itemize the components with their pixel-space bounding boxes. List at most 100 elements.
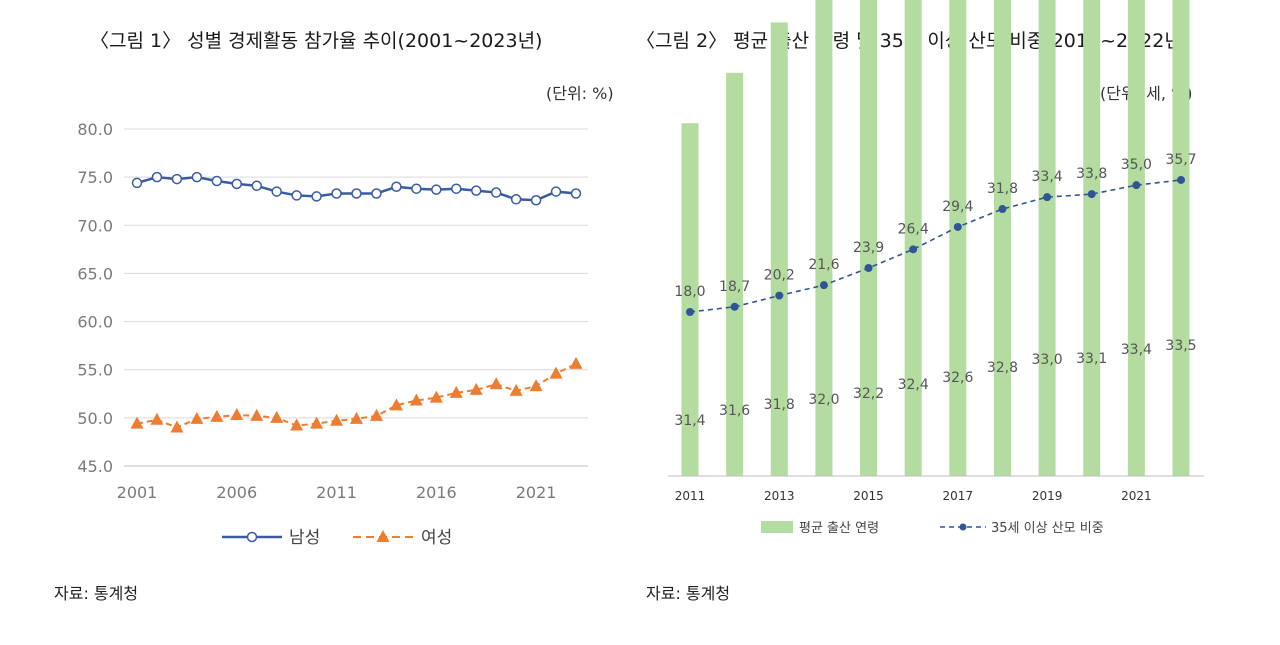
share-label: 29,4 bbox=[942, 199, 973, 215]
male-point bbox=[550, 186, 562, 197]
x-tick-label: 2019 bbox=[1032, 489, 1063, 503]
female-point bbox=[549, 366, 563, 379]
right-legend: 평균 출산 연령 35세 이상 산모 비중 bbox=[761, 521, 1104, 536]
male-point bbox=[451, 183, 462, 194]
male-point bbox=[490, 187, 502, 198]
female-point bbox=[250, 408, 264, 421]
y-tick-label: 55.0 bbox=[77, 361, 113, 380]
age-bar-label: 32,2 bbox=[853, 386, 884, 402]
age-bar-label: 32,6 bbox=[942, 370, 973, 386]
male-point bbox=[171, 173, 183, 185]
legend-line-marker bbox=[959, 523, 967, 531]
age-bar-label: 31,6 bbox=[719, 403, 750, 419]
right-chart-unit: (단위: 세, %) bbox=[1100, 84, 1193, 103]
male-point bbox=[570, 188, 582, 199]
female-point bbox=[449, 385, 463, 398]
male-point bbox=[530, 195, 542, 206]
female-point bbox=[369, 408, 383, 421]
female-point bbox=[350, 411, 363, 424]
male-point bbox=[151, 171, 163, 183]
share-point bbox=[1177, 175, 1185, 184]
age-bar bbox=[770, 22, 788, 477]
y-tick-label: 75.0 bbox=[77, 168, 113, 187]
female-point bbox=[170, 420, 184, 433]
legend-bar-label: 평균 출산 연령 bbox=[799, 521, 879, 536]
y-tick-label: 65.0 bbox=[77, 264, 113, 283]
share-point bbox=[819, 281, 828, 290]
male-point bbox=[351, 188, 362, 199]
share-point bbox=[998, 205, 1007, 214]
share-label: 20,2 bbox=[764, 268, 795, 284]
share-series-line bbox=[689, 179, 1182, 313]
age-bar-label: 32,0 bbox=[808, 392, 839, 408]
age-bar-label: 31,8 bbox=[764, 397, 795, 413]
age-bar-label: 33,0 bbox=[1032, 352, 1063, 368]
female-point bbox=[469, 382, 483, 395]
female-point bbox=[290, 418, 304, 431]
age-bar bbox=[1127, 0, 1145, 476]
age-bar bbox=[993, 0, 1011, 476]
share-label: 35,7 bbox=[1165, 152, 1196, 168]
female-point bbox=[509, 383, 523, 396]
left-chart-title: 〈그림 1〉 성별 경제활동 참가율 추이(2001~2023년) bbox=[90, 30, 543, 52]
age-bar-label: 32,8 bbox=[987, 360, 1018, 376]
male-point bbox=[411, 183, 422, 194]
female-point bbox=[150, 412, 164, 425]
share-label: 31,8 bbox=[987, 181, 1018, 197]
female-point bbox=[569, 356, 583, 369]
share-point bbox=[909, 245, 918, 254]
x-tick-label: 2006 bbox=[216, 483, 257, 502]
share-label: 23,9 bbox=[853, 240, 884, 256]
male-point bbox=[251, 180, 262, 192]
male-point bbox=[431, 184, 442, 195]
x-tick-label: 2011 bbox=[675, 489, 706, 503]
age-bar bbox=[904, 0, 922, 476]
age-bar-label: 32,4 bbox=[898, 377, 929, 393]
right-chart-source: 자료: 통계청 bbox=[646, 584, 731, 603]
age-bar-label: 33,5 bbox=[1165, 338, 1196, 354]
x-tick-label: 2017 bbox=[943, 489, 974, 503]
share-label: 33,4 bbox=[1032, 169, 1063, 185]
share-point bbox=[1087, 190, 1096, 199]
female-point bbox=[330, 413, 344, 426]
y-tick-label: 70.0 bbox=[77, 216, 113, 235]
x-tick-label: 2011 bbox=[316, 483, 357, 502]
female-point bbox=[270, 410, 284, 423]
share-label: 35,0 bbox=[1121, 157, 1152, 173]
left-chart-source: 자료: 통계청 bbox=[54, 584, 139, 603]
male-point bbox=[211, 175, 223, 187]
age-bar bbox=[1172, 0, 1190, 476]
participation-rate-chart: 45.0 50.0 55.0 60.0 65.0 70.0 75.0 80.0 2001 2006… bbox=[77, 120, 588, 548]
x-tick-label: 2021 bbox=[516, 483, 557, 502]
share-label: 18,7 bbox=[719, 279, 750, 295]
x-tick-label: 2016 bbox=[416, 483, 457, 502]
share-point bbox=[1132, 181, 1141, 190]
legend-bar-swatch bbox=[761, 521, 793, 533]
male-point bbox=[231, 178, 243, 190]
legend-male-marker bbox=[246, 531, 258, 543]
legend-female-label: 여성 bbox=[421, 528, 452, 548]
female-point bbox=[389, 398, 403, 411]
legend-female-marker bbox=[376, 530, 390, 542]
left-legend: 남성 여성 bbox=[222, 528, 452, 548]
female-point bbox=[190, 411, 204, 424]
male-point bbox=[510, 194, 522, 205]
x-tick-label: 2015 bbox=[853, 489, 884, 503]
legend-male-label: 남성 bbox=[289, 528, 320, 548]
share-label: 26,4 bbox=[898, 221, 929, 237]
share-point bbox=[953, 222, 962, 231]
male-point bbox=[470, 185, 482, 196]
age-bar-label: 33,1 bbox=[1076, 351, 1107, 367]
male-point bbox=[331, 188, 342, 199]
male-point bbox=[191, 171, 203, 183]
share-point bbox=[686, 308, 694, 316]
age-bar bbox=[1038, 0, 1056, 476]
share-point bbox=[730, 302, 739, 311]
age-bar bbox=[860, 0, 878, 477]
x-tick-label: 2021 bbox=[1121, 489, 1152, 503]
female-point bbox=[130, 416, 144, 429]
x-tick-label: 2001 bbox=[117, 483, 158, 502]
female-point bbox=[429, 390, 443, 403]
female-point bbox=[489, 377, 503, 390]
share-point bbox=[864, 263, 873, 272]
